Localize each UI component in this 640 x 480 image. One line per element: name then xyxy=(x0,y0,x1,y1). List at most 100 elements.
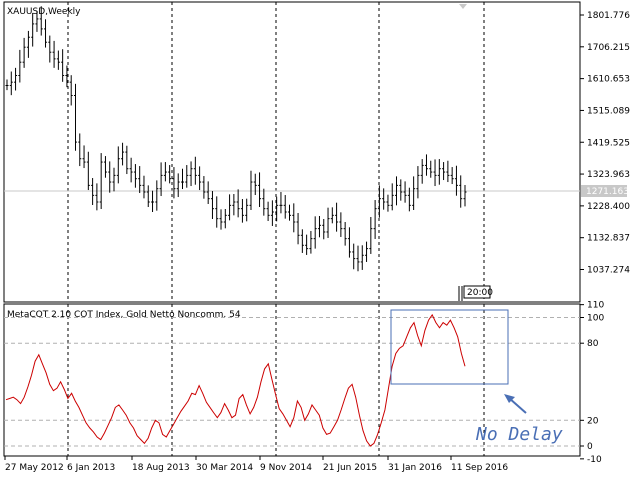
price-bar xyxy=(420,159,424,184)
price-bar xyxy=(138,166,142,194)
price-bars xyxy=(5,6,467,272)
price-bar xyxy=(146,185,150,208)
price-bar xyxy=(390,183,394,211)
price-bar xyxy=(335,202,339,232)
price-bar xyxy=(176,173,180,198)
highlight-box xyxy=(390,309,509,385)
price-bar xyxy=(437,159,441,185)
price-bar xyxy=(210,191,214,219)
price-bar xyxy=(352,243,356,270)
price-bar xyxy=(198,166,202,191)
price-bar xyxy=(356,245,360,272)
price-bar xyxy=(258,172,262,208)
price-bar xyxy=(317,215,321,238)
price-bar xyxy=(442,162,446,181)
price-bar xyxy=(454,165,458,196)
price-bar xyxy=(163,162,167,182)
price-bar xyxy=(433,159,437,187)
price-bar xyxy=(125,145,129,175)
price-bar xyxy=(330,207,334,224)
indicator-level-lines xyxy=(4,317,580,447)
indicator-tick-label: 110 xyxy=(587,301,604,311)
price-bar xyxy=(5,79,9,91)
price-tick-label: 1706.215 xyxy=(587,43,630,53)
indicator-tick-label: 100 xyxy=(587,314,604,324)
price-bar xyxy=(61,49,65,82)
price-bar xyxy=(223,209,227,229)
price-bar xyxy=(300,229,304,253)
price-bar xyxy=(121,142,125,166)
time-tick-label: 27 May 2012 xyxy=(5,463,64,473)
price-tick-label: 1132.837 xyxy=(587,234,630,244)
price-bar xyxy=(249,170,253,211)
time-axis: 27 May 2012 6 Jan 2013 18 Aug 2013 30 Mar 2… xyxy=(4,456,508,473)
time-marker-label: 20:00 xyxy=(467,288,493,298)
price-bar xyxy=(52,40,56,68)
price-bar xyxy=(172,167,176,199)
price-bar xyxy=(202,176,206,199)
price-bar xyxy=(219,209,223,230)
indicator-title: MetaCOT 2.10 COT Index, Gold Netto Nonco… xyxy=(7,310,241,320)
price-bar xyxy=(193,156,197,185)
price-bar xyxy=(459,175,463,208)
main-vertical-grid xyxy=(67,2,485,302)
price-bar xyxy=(416,166,420,199)
price-bar xyxy=(450,167,454,185)
time-tick-label: 21 Jun 2015 xyxy=(323,463,377,473)
price-bar xyxy=(245,198,249,222)
chart-shift-icon[interactable] xyxy=(459,4,467,9)
time-marker-box[interactable] xyxy=(463,285,491,299)
price-bar xyxy=(69,75,73,106)
price-bar xyxy=(189,161,193,187)
price-bar xyxy=(424,154,428,176)
price-bar xyxy=(288,204,292,221)
price-bar xyxy=(309,230,313,254)
price-bar xyxy=(296,212,300,245)
price-bar xyxy=(279,192,283,214)
price-bar xyxy=(270,200,274,226)
price-tick-label: 1228.400 xyxy=(587,202,630,212)
price-bar xyxy=(386,194,390,212)
price-bar xyxy=(39,6,43,36)
price-bar xyxy=(228,194,232,221)
price-bar xyxy=(65,65,69,88)
main-chart-frame xyxy=(3,1,581,303)
price-bar xyxy=(35,10,39,32)
price-tick-label: 1419.525 xyxy=(587,138,630,148)
price-bar xyxy=(73,83,77,151)
price-bar xyxy=(322,218,326,240)
price-bar xyxy=(262,188,266,216)
price-bar xyxy=(9,71,13,96)
price-bar xyxy=(112,167,116,192)
price-bar xyxy=(155,180,159,211)
price-tick-label: 1037.274 xyxy=(587,266,630,276)
time-tick-label: 9 Nov 2014 xyxy=(260,463,312,473)
price-bar xyxy=(18,49,22,83)
price-bar xyxy=(129,157,133,183)
price-bar xyxy=(99,153,103,210)
price-tick-label: 1610.653 xyxy=(587,75,630,85)
price-bar xyxy=(180,168,184,190)
price-bar xyxy=(232,194,236,216)
price-bar xyxy=(159,162,163,197)
price-bar xyxy=(382,188,386,210)
time-tick-label: 18 Aug 2013 xyxy=(132,463,190,473)
price-bar xyxy=(373,200,377,239)
current-price-tag xyxy=(581,185,627,197)
price-bar xyxy=(14,67,18,91)
price-bar xyxy=(95,183,99,211)
price-bar xyxy=(82,145,86,169)
price-bar xyxy=(236,189,240,218)
chart-symbol-title: XAUUSD,Weekly xyxy=(7,7,81,17)
price-bar xyxy=(429,160,433,178)
price-tick-label: 1801.776 xyxy=(587,11,630,21)
price-bar xyxy=(108,161,112,193)
indicator-frame xyxy=(3,303,581,457)
price-bar xyxy=(399,179,403,201)
price-bar xyxy=(151,190,155,213)
price-bar xyxy=(86,151,90,191)
time-tick-label: 11 Sep 2016 xyxy=(451,463,508,473)
price-bar xyxy=(412,176,416,211)
